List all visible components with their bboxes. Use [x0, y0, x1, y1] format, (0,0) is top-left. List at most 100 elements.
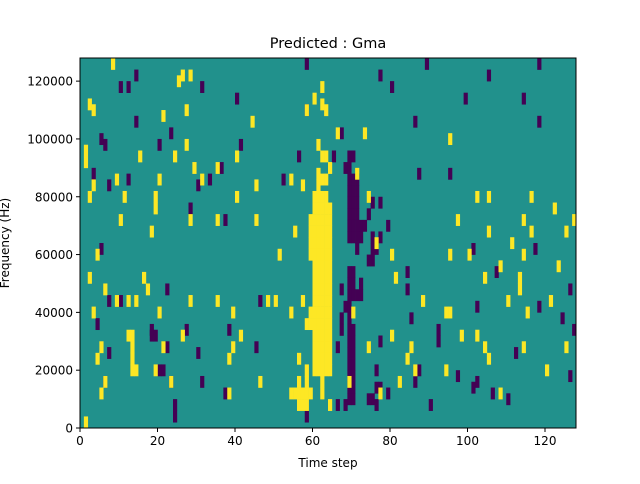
heatmap-cell-low [351, 208, 356, 221]
heatmap-cell-high [231, 306, 236, 319]
heatmap-cell-low [351, 185, 356, 198]
heatmap-cell-high [444, 364, 449, 377]
heatmap-cell-low [347, 266, 352, 278]
heatmap-cell-high [273, 295, 278, 307]
heatmap-cell-low [173, 410, 178, 423]
heatmap-cell-low [196, 347, 201, 359]
heatmap-cell-high [316, 364, 321, 377]
heatmap-cell-low [347, 335, 352, 348]
heatmap-cell-high [320, 329, 325, 342]
heatmap-cell-high [308, 387, 313, 400]
heatmap-cell-high [316, 271, 321, 284]
heatmap-cell-high [277, 248, 282, 261]
heatmap-cell-high [304, 375, 309, 388]
heatmap-cell-high [316, 329, 321, 342]
heatmap-cell-high [297, 375, 302, 388]
heatmap-cell-high [324, 318, 329, 331]
heatmap-cell-low [424, 58, 430, 70]
heatmap-cell-high [312, 329, 317, 342]
heatmap-cell-high [316, 248, 321, 261]
heatmap-cell-high [564, 225, 569, 238]
heatmap-cell-low [351, 219, 356, 232]
heatmap-cell-low [390, 81, 395, 93]
heatmap-cell-high [521, 214, 526, 226]
heatmap-cell-high [308, 237, 313, 250]
heatmap-cell-high [103, 283, 108, 296]
heatmap-cell-high [320, 295, 325, 307]
heatmap-cell-high [320, 237, 325, 250]
heatmap-cell-high [188, 69, 193, 82]
heatmap-cell-low [359, 289, 364, 302]
heatmap-cell-low [355, 196, 360, 209]
heatmap-cell-low [359, 219, 364, 232]
heatmap-cell-high [200, 173, 205, 186]
heatmap-cell-high [99, 341, 104, 354]
heatmap-cell-high [173, 150, 178, 163]
heatmap-cell-high [564, 341, 569, 354]
heatmap-cell-high [351, 306, 356, 319]
heatmap-cell-high [316, 306, 321, 319]
heatmap-cell-low [351, 393, 356, 406]
heatmap-cell-high [320, 173, 325, 186]
heatmap-cell-high [83, 416, 89, 429]
heatmap-cell-high [316, 225, 321, 238]
heatmap-cell-high [118, 214, 123, 226]
heatmap-cell-low [95, 318, 100, 331]
heatmap-cell-high [130, 364, 135, 377]
heatmap-cell-high [324, 150, 329, 163]
heatmap-cell-high [300, 399, 306, 411]
heatmap-cell-high [289, 306, 294, 319]
heatmap-cell-high [324, 364, 329, 377]
heatmap-cell-low [347, 173, 352, 186]
heatmap-cell-low [355, 208, 360, 221]
heatmap-cell-high [328, 248, 333, 261]
heatmap-cell-low [370, 196, 375, 209]
heatmap-cell-low [200, 375, 205, 388]
heatmap-cell-low [370, 393, 375, 406]
heatmap-cell-low [436, 323, 441, 336]
heatmap-cell-high [308, 214, 313, 226]
heatmap-cell-high [378, 387, 383, 400]
heatmap-cell-high [316, 352, 321, 365]
heatmap-cell-high [320, 225, 325, 238]
heatmap-cell-high [320, 248, 325, 261]
heatmap-cell-low [537, 115, 542, 128]
heatmap-cell-high [157, 306, 162, 319]
heatmap-cell-low [366, 254, 371, 267]
heatmap-cell-low [448, 167, 453, 180]
heatmap-cell-low [417, 364, 422, 377]
heatmap-cell-low [366, 393, 371, 406]
heatmap-cell-high [316, 167, 321, 180]
heatmap-cell-high [304, 364, 309, 377]
heatmap-cell-low [455, 370, 461, 383]
heatmap-cell-high [142, 271, 147, 284]
heatmap-cell-high [300, 295, 306, 307]
heatmap-cell-high [130, 329, 135, 342]
heatmap-cell-low [118, 81, 123, 93]
heatmap-cell-high [390, 248, 395, 261]
heatmap-cell-low [238, 138, 244, 151]
heatmap-cell-high [552, 202, 557, 215]
heatmap-cell-low [417, 167, 422, 180]
heatmap-cell-high [188, 295, 193, 307]
heatmap-cell-high [444, 306, 449, 319]
heatmap-cell-low [347, 323, 352, 336]
heatmap-cell-high [548, 295, 554, 307]
heatmap-cell-high [316, 341, 321, 354]
heatmap-cell-high [409, 341, 414, 354]
heatmap-cell-high [312, 190, 317, 203]
x-tick-label: 60 [305, 434, 320, 448]
heatmap-cell-high [312, 306, 317, 319]
heatmap-cell-low [359, 277, 364, 290]
heatmap-cell-high [374, 237, 379, 250]
heatmap-cell-low [475, 375, 480, 388]
x-tick-label: 100 [456, 434, 479, 448]
heatmap-cell-low [107, 179, 112, 192]
heatmap-cell-low [351, 231, 356, 244]
heatmap-cell-low [521, 92, 526, 105]
heatmap-cell-high [227, 387, 232, 400]
heatmap-cell-high [320, 341, 325, 354]
heatmap-cell-low [347, 219, 352, 232]
heatmap-cell-high [320, 306, 325, 319]
